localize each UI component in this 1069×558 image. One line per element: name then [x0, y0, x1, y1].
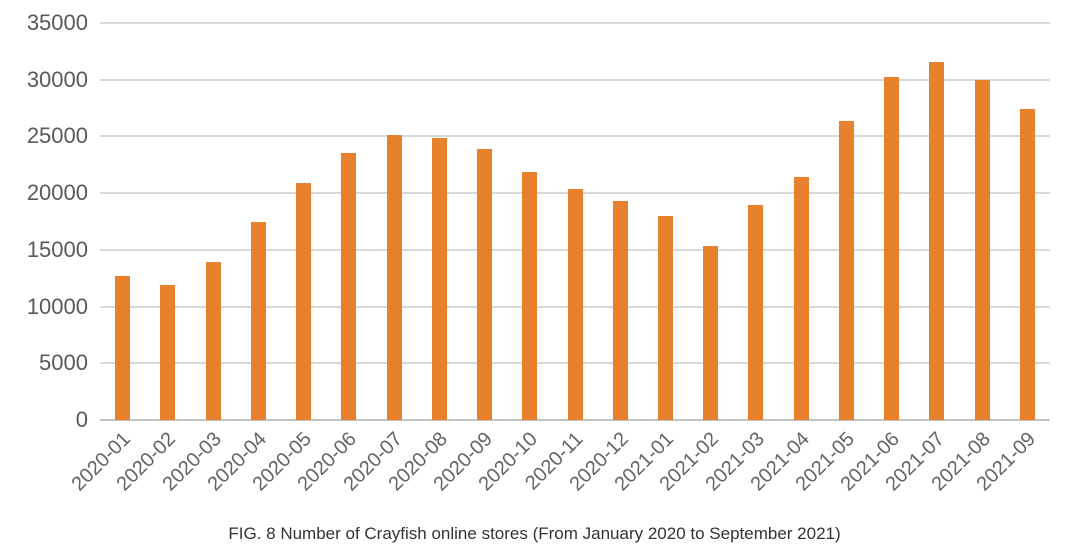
- plot-area: [100, 22, 1050, 421]
- figure-caption: FIG. 8 Number of Crayfish online stores …: [228, 524, 841, 543]
- bar-2020-01: [115, 275, 131, 420]
- y-axis: 0 5000 10000 15000 20000 25000 30000 35000: [0, 10, 88, 432]
- gridline-25000: [100, 135, 1050, 138]
- bar-2020-10: [522, 171, 538, 420]
- bar-2021-01: [657, 215, 673, 420]
- y-tick-label-0: 0: [75, 407, 88, 432]
- bar-2021-05: [838, 120, 854, 420]
- bar-2020-04: [250, 221, 266, 420]
- y-tick-label-25000: 25000: [26, 123, 88, 149]
- y-tick-label-10000: 10000: [26, 293, 88, 319]
- bar-2021-07: [929, 61, 945, 420]
- y-tick-label-5000: 5000: [39, 350, 88, 376]
- bar-2020-03: [205, 262, 221, 420]
- bar-2021-08: [974, 79, 990, 420]
- bar-2020-02: [160, 285, 176, 420]
- bar-2020-08: [431, 137, 447, 420]
- x-axis-line: [100, 419, 1050, 421]
- bar-2020-11: [567, 188, 583, 420]
- x-axis: 2020-01 2020-02 2020-03 2020-04 2020-05 2020-…: [67, 428, 1040, 496]
- bar-2020-06: [341, 153, 357, 420]
- bar-2021-06: [884, 77, 900, 420]
- bar-2021-02: [703, 246, 719, 420]
- bar-2020-12: [612, 201, 628, 420]
- bar-2021-09: [1019, 109, 1035, 420]
- bar-2020-09: [477, 148, 493, 420]
- bar-2021-04: [793, 177, 809, 420]
- y-tick-label-35000: 35000: [26, 10, 88, 35]
- y-tick-label-30000: 30000: [26, 66, 88, 92]
- y-tick-label-20000: 20000: [26, 180, 88, 206]
- bar-2020-07: [386, 135, 402, 420]
- gridline-35000: [100, 22, 1050, 24]
- gridline-30000: [100, 78, 1050, 81]
- y-tick-label-15000: 15000: [26, 236, 88, 262]
- bar-2021-03: [748, 204, 764, 420]
- bar-2020-05: [296, 182, 312, 420]
